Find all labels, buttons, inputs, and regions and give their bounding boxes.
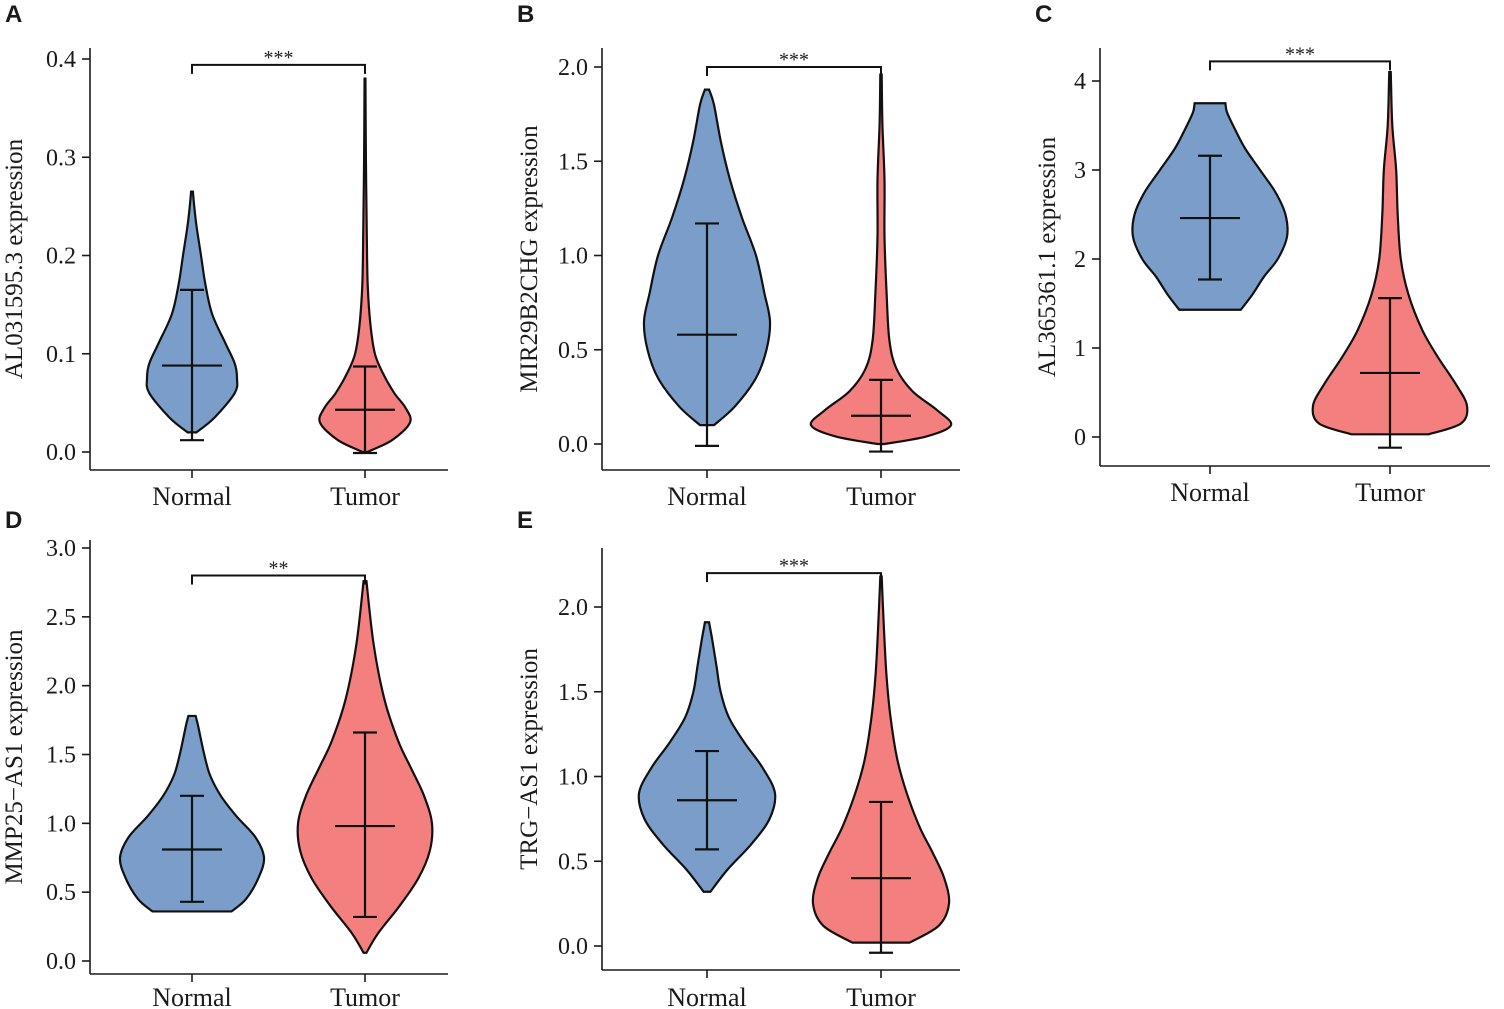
significance-bracket bbox=[191, 574, 366, 585]
y-tick-label: 1.0 bbox=[558, 765, 588, 791]
y-tick-label: 0.5 bbox=[46, 880, 76, 906]
panel-c: C 0 1 2 3 4 AL365361.1 expression Normal Tumor **… bbox=[1034, 1, 1490, 507]
y-tick-label: 3 bbox=[1074, 158, 1086, 184]
y-tick-label: 1 bbox=[1074, 336, 1086, 362]
y-tick-label: 0 bbox=[1074, 425, 1086, 451]
significance-bracket bbox=[191, 63, 366, 74]
x-category-label: Normal bbox=[667, 482, 746, 511]
y-tick-label: 0.0 bbox=[558, 934, 588, 960]
panel-letter: A bbox=[5, 1, 22, 28]
panel-letter: C bbox=[1035, 1, 1052, 28]
y-tick-label: 1.5 bbox=[558, 680, 588, 706]
y-axis-title: AL365361.1 expression bbox=[1034, 136, 1061, 377]
y-axis-title: MMP25−AS1 expression bbox=[1, 629, 28, 885]
y-axis-title: AL031595.3 expression bbox=[1, 138, 28, 379]
y-tick-label: 0.4 bbox=[46, 47, 76, 73]
x-category-label: Normal bbox=[667, 983, 746, 1009]
y-tick-label: 3.0 bbox=[46, 536, 76, 562]
violin-tumor bbox=[1311, 71, 1469, 436]
violin-tumor bbox=[318, 77, 412, 454]
y-axis-title: MIR29B2CHG expression bbox=[516, 125, 543, 393]
x-category-label: Tumor bbox=[846, 983, 916, 1009]
significance-label: ** bbox=[269, 558, 289, 580]
x-category-label: Normal bbox=[152, 983, 231, 1009]
significance-label: *** bbox=[779, 555, 809, 577]
panel-d: D 0.0 0.5 1.0 1.5 2.0 2.5 3.0 MMP25−AS1 expressi… bbox=[1, 507, 448, 1009]
y-tick-label: 2.0 bbox=[46, 674, 76, 700]
significance-bracket bbox=[706, 572, 882, 583]
y-tick-label: 1.0 bbox=[46, 811, 76, 837]
panel-letter: D bbox=[5, 507, 22, 534]
y-axis-title: TRG−AS1 expression bbox=[516, 648, 543, 870]
y-tick-label: 0.0 bbox=[46, 440, 76, 466]
x-category-label: Tumor bbox=[330, 983, 400, 1009]
panel-a: A 0.0 0.1 0.2 0.3 0.4 AL031595.3 expression Nor… bbox=[1, 1, 448, 511]
y-tick-label: 0.0 bbox=[46, 949, 76, 975]
y-tick-label: 2.0 bbox=[558, 55, 588, 81]
y-tick-label: 0.1 bbox=[46, 342, 76, 368]
y-tick-label: 2 bbox=[1074, 247, 1086, 273]
significance-label: *** bbox=[779, 49, 809, 71]
panel-letter: E bbox=[517, 507, 533, 534]
y-tick-label: 1.5 bbox=[558, 149, 588, 175]
x-category-label: Normal bbox=[1170, 478, 1249, 507]
y-tick-label: 0.2 bbox=[46, 244, 76, 270]
y-tick-label: 0.3 bbox=[46, 145, 76, 171]
y-tick-label: 0.5 bbox=[558, 338, 588, 364]
y-tick-label: 1.0 bbox=[558, 244, 588, 270]
significance-bracket bbox=[1209, 60, 1391, 71]
panel-b: B 0.0 0.5 1.0 1.5 2.0 MIR29B2CHG expression Nor… bbox=[516, 1, 960, 511]
panel-e: E 0.0 0.5 1.0 1.5 2.0 TRG−AS1 expression Normal… bbox=[516, 507, 960, 1009]
significance-bracket bbox=[706, 66, 882, 76]
panel-letter: B bbox=[517, 1, 534, 28]
significance-label: *** bbox=[264, 47, 294, 69]
y-tick-label: 0.5 bbox=[558, 849, 588, 875]
y-tick-label: 2.5 bbox=[46, 605, 76, 631]
y-tick-label: 4 bbox=[1074, 69, 1086, 95]
x-category-label: Tumor bbox=[1355, 478, 1425, 507]
y-tick-label: 1.5 bbox=[46, 743, 76, 769]
y-tick-label: 2.0 bbox=[558, 595, 588, 621]
y-tick-label: 0.0 bbox=[558, 432, 588, 458]
x-category-label: Tumor bbox=[846, 482, 916, 511]
x-category-label: Normal bbox=[152, 482, 231, 511]
significance-label: *** bbox=[1285, 43, 1315, 65]
x-category-label: Tumor bbox=[330, 482, 400, 511]
